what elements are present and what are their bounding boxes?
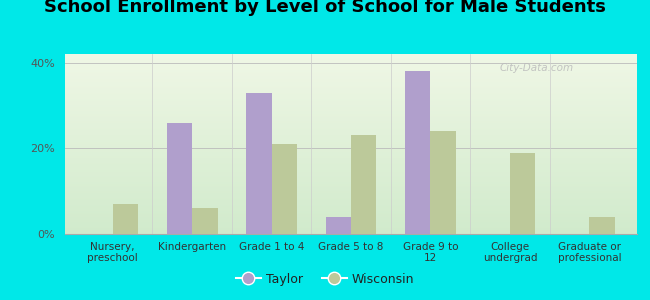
Bar (590, 217, 615, 234)
Bar (351, 135, 376, 234)
Bar (112, 204, 138, 234)
Title: School Enrollment by Level of School for Male Students: School Enrollment by Level of School for… (44, 0, 606, 16)
Bar (246, 93, 272, 234)
Bar (326, 217, 351, 234)
Bar (510, 153, 536, 234)
Bar (192, 208, 218, 234)
Bar (405, 71, 430, 234)
Bar (272, 144, 297, 234)
Bar (166, 123, 192, 234)
Legend: Taylor, Wisconsin: Taylor, Wisconsin (231, 268, 419, 291)
Text: City-Data.com: City-Data.com (500, 63, 574, 73)
Bar (430, 131, 456, 234)
